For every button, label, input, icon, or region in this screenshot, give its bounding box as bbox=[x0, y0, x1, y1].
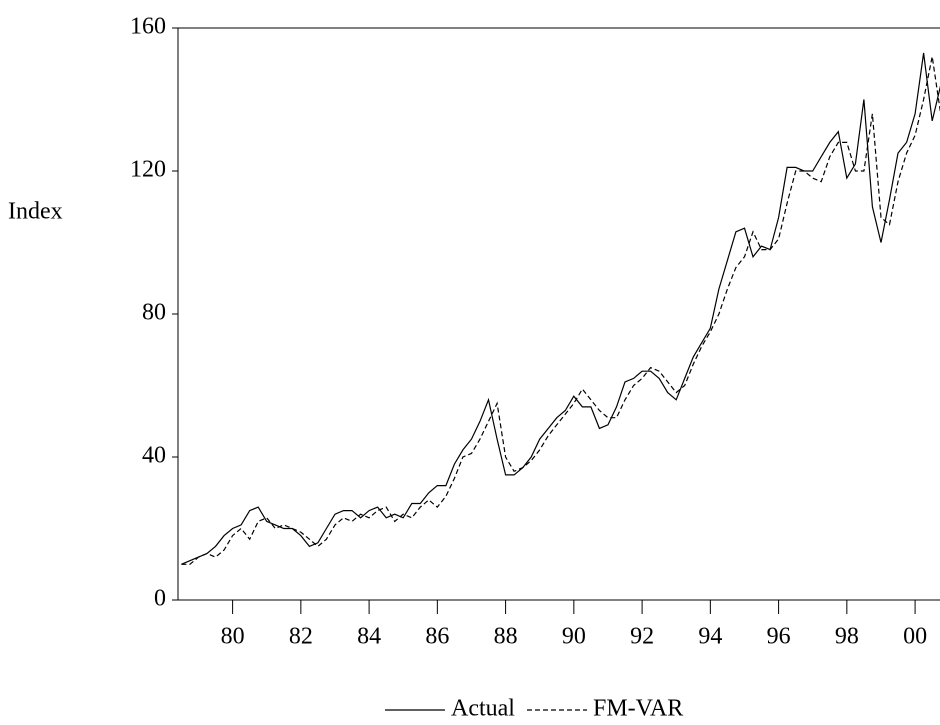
x-tick-label: 00 bbox=[903, 624, 927, 650]
x-tick-label: 80 bbox=[221, 624, 245, 650]
x-tick-label: 94 bbox=[698, 624, 722, 650]
x-tick-label: 98 bbox=[835, 624, 859, 650]
series-line bbox=[181, 52, 940, 565]
x-tick-label: 82 bbox=[289, 624, 313, 650]
legend-label: FM-VAR bbox=[593, 696, 683, 722]
x-tick-label: 92 bbox=[630, 624, 654, 650]
y-tick-label: 0 bbox=[154, 586, 166, 612]
x-tick-label: 86 bbox=[425, 624, 449, 650]
x-tick-label: 90 bbox=[562, 624, 586, 650]
x-tick-label: 84 bbox=[357, 624, 381, 650]
legend-label: Actual bbox=[451, 696, 515, 722]
x-tick-label: 88 bbox=[494, 624, 518, 650]
y-axis-label: Index bbox=[8, 199, 63, 225]
x-tick-label: 96 bbox=[767, 624, 791, 650]
y-tick-label: 120 bbox=[130, 157, 166, 183]
y-tick-label: 80 bbox=[142, 300, 166, 326]
y-tick-label: 160 bbox=[130, 14, 166, 40]
y-tick-label: 40 bbox=[142, 443, 166, 469]
plot-frame bbox=[177, 27, 940, 601]
series-line bbox=[181, 56, 940, 565]
